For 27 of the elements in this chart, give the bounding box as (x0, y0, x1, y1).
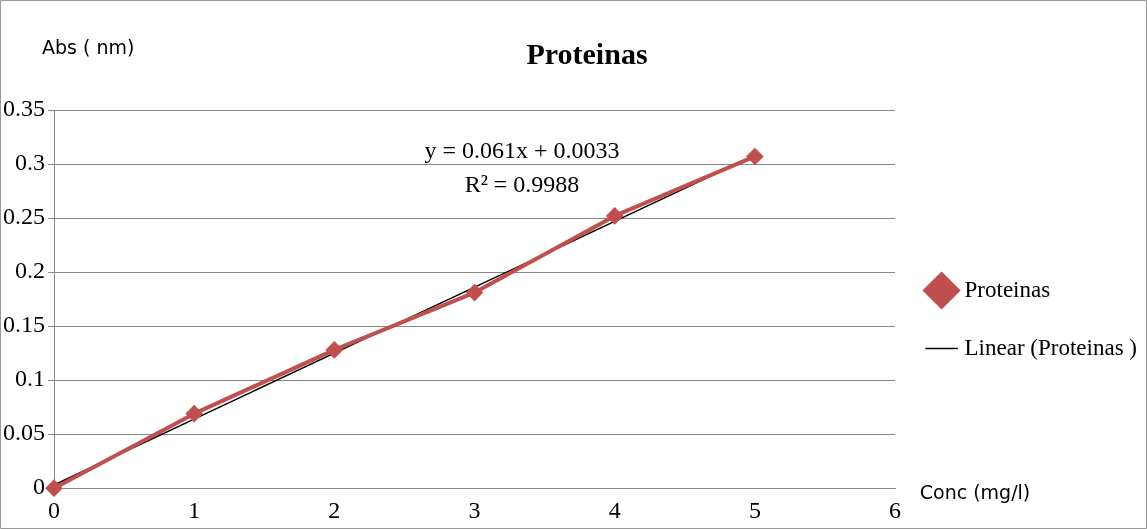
y-tick-label: 0.05 (3, 419, 45, 446)
point (326, 341, 343, 358)
y-tick-label: 0.3 (15, 149, 45, 176)
annotation: R² = 0.9988 (464, 171, 580, 198)
x-tick-label: 2 (328, 496, 341, 523)
x-tick-label: 1 (188, 496, 201, 523)
legend-label: Linear (Proteinas ) (964, 334, 1137, 360)
point (186, 405, 203, 422)
legend-label: Proteinas (964, 276, 1051, 302)
y-tick-label: 0.35 (3, 95, 45, 122)
y-tick-label: 0.1 (15, 365, 45, 392)
point (746, 148, 763, 165)
annotation: y = 0.061x + 0.0033 (424, 137, 620, 164)
x-tick-label: 4 (608, 496, 621, 523)
point (606, 207, 623, 224)
x-tick-label: 3 (468, 496, 481, 523)
y-tick-label: 0 (33, 473, 45, 500)
x-axis-title: Conc (mg/l) (919, 480, 1031, 503)
y-tick-label: 0.2 (15, 257, 45, 284)
y-tick-label: 0.25 (3, 203, 45, 230)
y-tick-label: 0.15 (3, 311, 45, 338)
point (46, 480, 62, 497)
y-axis-title: Abs ( nm) (42, 35, 135, 58)
point (466, 284, 483, 301)
chart-title: Proteinas (526, 36, 648, 70)
x-tick-label: 5 (748, 496, 761, 523)
x-tick-label: 6 (889, 496, 902, 523)
